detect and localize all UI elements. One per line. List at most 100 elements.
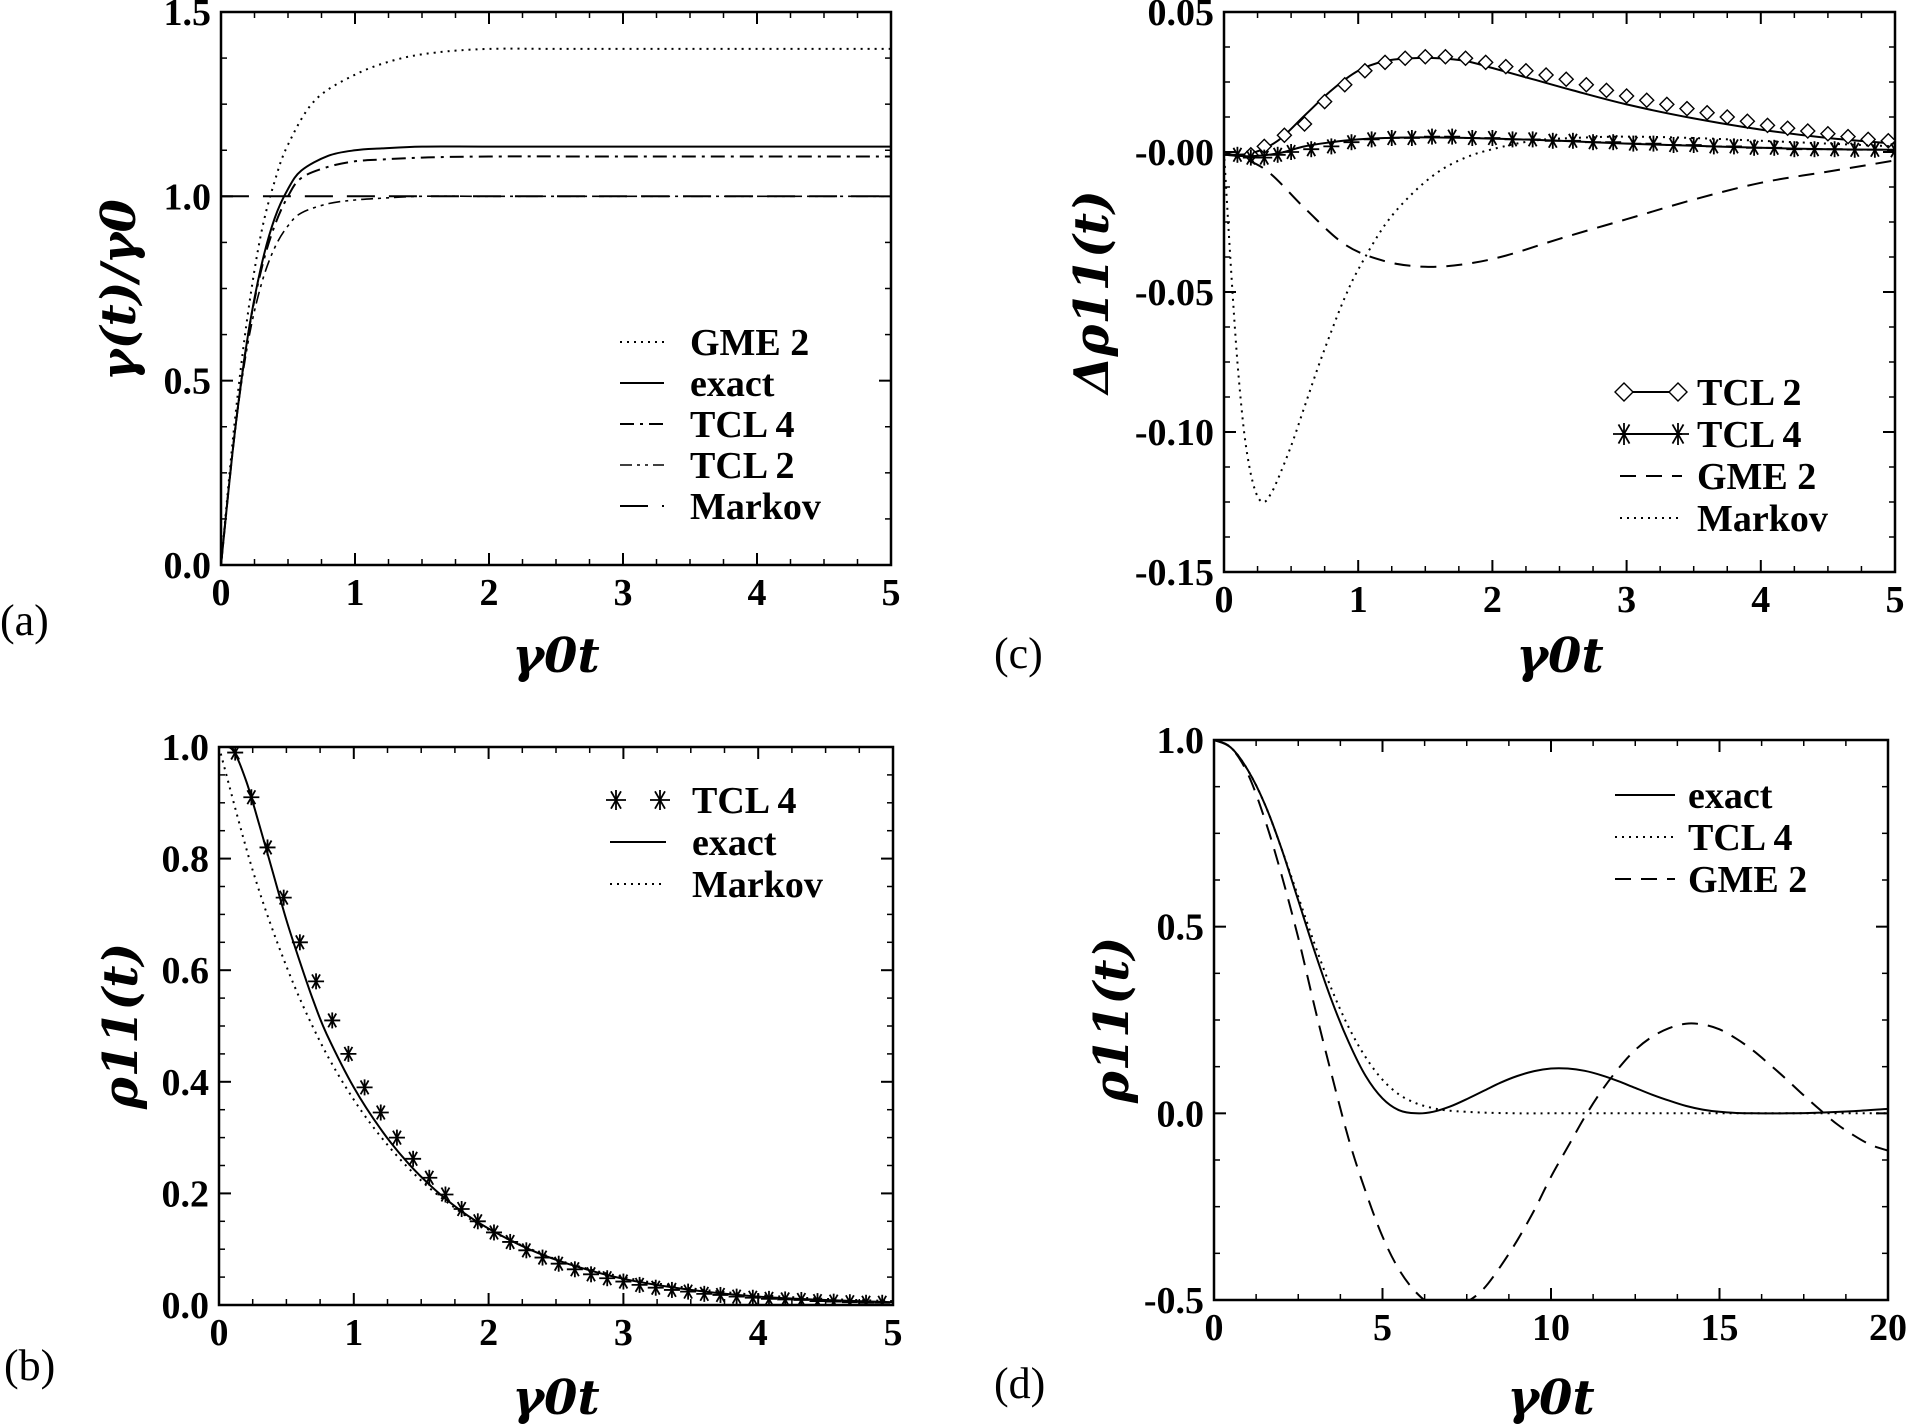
x-tick-label: 5 xyxy=(884,1312,903,1354)
legend-label: exact xyxy=(1688,775,1773,817)
y-axis-label-d: ρ11(t) xyxy=(1084,937,1140,1104)
series-tcl-2-marker xyxy=(1578,76,1595,93)
series-tcl-4-marker xyxy=(1806,141,1823,158)
series-tcl-2-marker xyxy=(1658,96,1675,113)
series-tcl-4-marker xyxy=(1323,138,1340,155)
y-tick-label: 0.0 xyxy=(1157,1093,1205,1135)
series-tcl-2-marker xyxy=(1316,93,1333,110)
series-tcl-4-marker xyxy=(1544,132,1561,149)
legend-marker xyxy=(1613,423,1635,445)
series-tcl-4-marker xyxy=(663,1281,680,1298)
series-tcl-2-line xyxy=(1224,56,1895,156)
series-tcl-4-marker xyxy=(1725,138,1742,155)
x-tick-label: 5 xyxy=(1373,1307,1392,1349)
x-tick-label: 2 xyxy=(480,572,499,614)
panel-label-b: (b) xyxy=(4,1341,55,1390)
series-clip xyxy=(221,47,891,565)
x-tick-label: 1 xyxy=(346,572,365,614)
y-tick-label: 0.4 xyxy=(162,1062,210,1104)
series-tcl-4-marker xyxy=(631,1276,648,1293)
y-axis-label-a: γ(t)/γ0 xyxy=(91,199,147,381)
series-tcl-4-marker xyxy=(760,1290,777,1305)
series-tcl-4-line xyxy=(221,155,891,565)
legend-entry: TCL 4 xyxy=(606,780,797,822)
series-tcl-4-marker xyxy=(1786,141,1803,158)
series-tcl-4-marker xyxy=(1256,149,1273,166)
legend-label: Markov xyxy=(690,486,821,528)
series-tcl-4-marker xyxy=(1444,128,1461,145)
series-tcl-2-marker xyxy=(1457,50,1474,67)
x-tick-label: 1 xyxy=(1349,579,1368,621)
series-tcl-2-marker xyxy=(1779,120,1796,137)
series-tcl-4-marker xyxy=(1363,131,1380,148)
y-tick-label: 0.0 xyxy=(164,545,212,587)
y-tick-label: 1.0 xyxy=(1157,720,1205,762)
series-tcl-4-marker xyxy=(615,1273,632,1290)
ticks-d: 0 5 10 15 20 -0.5 0.0 0.5 1.0 xyxy=(1144,720,1907,1349)
series-tcl-4-marker xyxy=(1283,144,1300,160)
series-tcl-4-marker xyxy=(340,1045,357,1062)
legend-marker xyxy=(1667,423,1689,445)
y-tick-label: 0.2 xyxy=(162,1173,210,1215)
series-a xyxy=(221,47,891,565)
legend-label: exact xyxy=(690,363,775,405)
legend-label: exact xyxy=(692,822,777,864)
y-axis-label-c: Δρ11(t) xyxy=(1064,190,1120,396)
legend-entry: TCL 2 xyxy=(1614,372,1802,414)
series-d xyxy=(1214,740,1888,1300)
panel-label-c: (c) xyxy=(994,629,1043,678)
legend-label: TCL 4 xyxy=(692,780,797,822)
series-markov-line xyxy=(219,747,893,1303)
series-tcl-4-marker xyxy=(356,1079,373,1096)
legend-entry: Markov xyxy=(610,864,823,906)
series-tcl-4-marker xyxy=(1484,130,1501,146)
series-tcl-4-marker xyxy=(712,1286,729,1303)
series-tcl-2-marker xyxy=(1336,76,1353,93)
series-tcl-2-marker xyxy=(1819,125,1836,142)
legend-entry: GME 2 xyxy=(620,322,809,364)
legend-label: GME 2 xyxy=(690,322,809,364)
series-b xyxy=(219,747,893,1305)
series-exact-line xyxy=(221,145,891,565)
series-tcl-4-marker xyxy=(1424,128,1441,145)
y-tick-label: 1.0 xyxy=(162,727,210,769)
x-axis-label-b: γ0t xyxy=(512,1370,599,1424)
series-tcl-2-marker xyxy=(1377,54,1394,71)
series-tcl-2-marker xyxy=(1638,92,1655,109)
series-tcl-4-marker xyxy=(1343,134,1360,151)
series-tcl-2-marker xyxy=(1799,123,1816,139)
series-tcl-4-marker xyxy=(1685,137,1702,153)
legend-entry: GME 2 xyxy=(1620,456,1816,498)
y-tick-label: 0.0 xyxy=(162,1285,210,1327)
x-tick-label: 2 xyxy=(1483,579,1502,621)
legend-label: GME 2 xyxy=(1688,859,1807,901)
x-tick-label: 0 xyxy=(1215,579,1234,621)
x-tick-label: 5 xyxy=(882,572,901,614)
series-tcl-4-marker xyxy=(809,1293,826,1305)
x-tick-label: 1 xyxy=(344,1312,363,1354)
series-tcl-2-marker xyxy=(1860,131,1877,148)
series-tcl-4-marker xyxy=(680,1283,697,1300)
series-tcl-2-marker xyxy=(1598,82,1615,99)
panel-label-a: (a) xyxy=(0,596,49,645)
y-tick-label: -0.00 xyxy=(1135,132,1214,174)
series-tcl-4-marker xyxy=(1625,135,1642,152)
x-tick-label: 2 xyxy=(479,1312,498,1354)
x-tick-label: 4 xyxy=(748,572,767,614)
series-tcl-4-marker xyxy=(453,1201,470,1218)
x-axis-label-d: γ0t xyxy=(1507,1370,1594,1424)
series-tcl-4-marker xyxy=(1826,141,1843,158)
legend-entry: TCL 4 xyxy=(620,404,795,446)
series-tcl-4-marker xyxy=(388,1129,405,1146)
series-tcl-4-marker xyxy=(825,1293,842,1305)
series-clip xyxy=(1214,740,1888,1300)
series-c xyxy=(1224,48,1895,504)
y-tick-label: -0.15 xyxy=(1135,552,1214,594)
series-tcl-2-marker xyxy=(1840,128,1857,145)
series-tcl-4-marker xyxy=(1504,131,1521,148)
series-tcl-4-marker xyxy=(1887,142,1895,159)
